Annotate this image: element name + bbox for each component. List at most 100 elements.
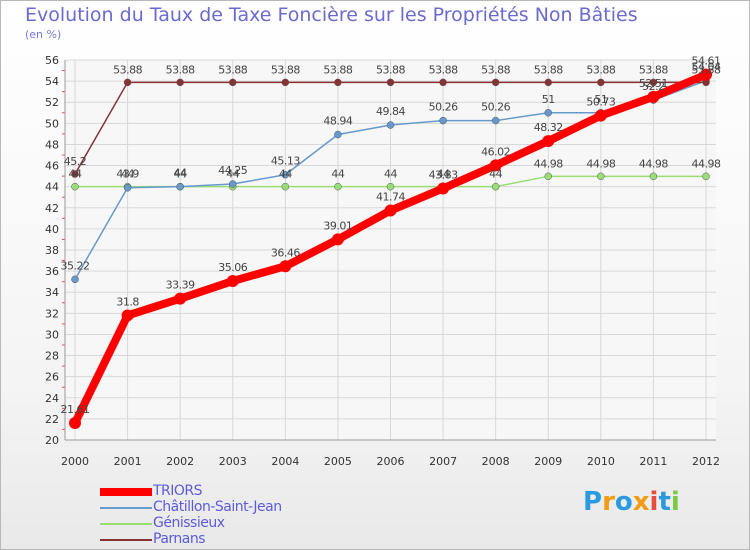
x-tick-label: 2006 (377, 455, 405, 468)
data-label: 53.88 (429, 63, 458, 76)
data-label: 31.8 (116, 295, 139, 308)
data-label: 50.26 (429, 101, 458, 114)
data-label: 36.46 (271, 246, 300, 259)
data-label: 52.51 (639, 77, 668, 90)
y-tick-label: 46 (45, 160, 59, 173)
legend-label-chatillon: Châtillon-Saint-Jean (153, 499, 282, 515)
data-label: 54.61 (692, 55, 721, 68)
data-label: 53.88 (166, 63, 195, 76)
data-point (71, 182, 79, 191)
legend-label-triors: TRIORS (153, 483, 203, 499)
data-point (229, 180, 237, 188)
data-point (176, 182, 184, 191)
x-tick-label: 2001 (114, 455, 142, 468)
data-label: 45.2 (64, 155, 87, 168)
data-point (174, 292, 187, 305)
data-point (437, 182, 450, 195)
data-point (334, 182, 342, 191)
legend-swatch-parnans (100, 539, 152, 541)
data-point (334, 130, 342, 139)
x-tick-label: 2003 (219, 455, 247, 468)
data-point (544, 109, 552, 117)
y-tick-label: 42 (45, 202, 59, 215)
y-tick-label: 44 (45, 181, 59, 194)
data-label: 53.88 (692, 63, 721, 76)
data-label: 53.88 (376, 63, 405, 76)
logo-letter: o (614, 487, 633, 517)
data-point (176, 78, 184, 87)
data-label: 44 (384, 168, 397, 181)
data-label: 53.88 (586, 63, 615, 76)
data-point (491, 116, 500, 125)
data-label: 39.01 (323, 219, 352, 232)
y-tick-label: 34 (45, 286, 59, 299)
data-point (226, 275, 239, 288)
y-tick-label: 48 (45, 138, 59, 151)
data-label: 44 (279, 168, 292, 181)
y-tick-label: 28 (45, 350, 59, 363)
y-tick-label: 24 (45, 392, 59, 405)
y-tick-label: 38 (45, 244, 59, 257)
y-tick-label: 52 (45, 96, 59, 109)
data-label: 53.88 (639, 63, 668, 76)
data-point (281, 78, 290, 87)
data-label: 48.94 (323, 115, 352, 128)
x-tick-label: 2002 (166, 455, 194, 468)
data-label: 44.98 (534, 157, 563, 170)
y-tick-label: 20 (45, 434, 59, 447)
legend-label-parnans: Parnans (153, 531, 206, 547)
data-point (491, 78, 500, 87)
data-point (123, 183, 132, 192)
data-label: 44 (174, 168, 187, 181)
data-label: 33.39 (166, 279, 195, 292)
data-label: 54.04 (692, 61, 721, 74)
data-point (597, 78, 605, 87)
data-label: 43.83 (429, 168, 458, 181)
x-tick-label: 2005 (324, 455, 352, 468)
data-point (544, 78, 552, 87)
data-label: 41.74 (376, 191, 405, 204)
data-label: 51 (542, 93, 555, 106)
data-point (542, 135, 555, 148)
logo-letter: r (602, 487, 615, 517)
x-tick-label: 2012 (692, 455, 720, 468)
chart-title: Evolution du Taux de Taxe Foncière sur l… (25, 4, 638, 26)
data-point (649, 172, 658, 181)
data-point (649, 78, 658, 87)
data-label: 46.02 (481, 145, 510, 158)
line-chart: 20 22 24 26 28 30 32 34 36 38 40 42 44 46 48 50 52 54 56 20… (45, 54, 721, 468)
y-tick-label: 56 (45, 54, 59, 67)
y-tick-label: 30 (45, 328, 59, 341)
data-label: 44 (331, 168, 344, 181)
y-tick-label: 36 (45, 265, 59, 278)
x-tick-label: 2000 (61, 455, 89, 468)
data-point (439, 78, 447, 87)
data-point (123, 78, 132, 87)
data-point (439, 116, 447, 125)
data-label: 50.73 (586, 96, 615, 109)
data-label: 44 (69, 168, 82, 181)
data-label: 44.98 (586, 157, 615, 170)
data-label: 35.22 (61, 259, 90, 272)
data-label: 43.9 (116, 168, 139, 181)
data-label: 51 (594, 93, 607, 106)
logo-letter: P (583, 487, 603, 517)
x-tick-label: 2004 (271, 455, 299, 468)
logo-letter: t (658, 487, 671, 517)
legend-label-genissieux: Génissieux (153, 515, 225, 531)
logo-letter: i (670, 487, 680, 517)
data-label: 45.13 (271, 155, 300, 168)
data-label: 53.88 (534, 63, 563, 76)
y-tick-label: 54 (45, 75, 59, 88)
y-tick-label: 22 (45, 413, 59, 426)
legend-swatch-genissieux (100, 523, 152, 525)
data-label: 44 (437, 168, 450, 181)
data-point (386, 121, 395, 129)
data-label: 50.26 (481, 101, 510, 114)
data-point (331, 233, 344, 246)
y-tick-label: 40 (45, 223, 59, 236)
data-label: 53.88 (218, 63, 247, 76)
legend-item-genissieux: Génissieux (100, 515, 360, 532)
data-point (334, 78, 342, 87)
x-tick-label: 2011 (639, 455, 667, 468)
